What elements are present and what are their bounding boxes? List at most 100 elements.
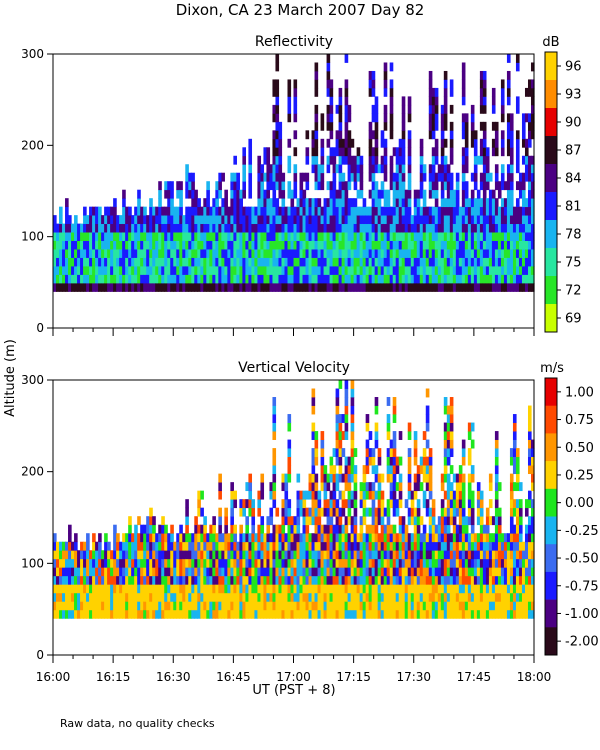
heatmap-cell <box>170 541 174 551</box>
heatmap-cell <box>374 198 379 208</box>
heatmap-cell <box>398 550 403 560</box>
heatmap-cell <box>305 130 310 140</box>
heatmap-cell <box>437 558 442 568</box>
heatmap-cell <box>254 282 259 292</box>
heatmap-cell <box>431 121 436 131</box>
heatmap-cell <box>167 181 171 191</box>
heatmap-cell <box>323 465 328 475</box>
heatmap-cell <box>128 524 132 534</box>
heatmap-cell <box>521 567 526 577</box>
heatmap-cell <box>476 249 481 258</box>
heatmap-cell <box>398 181 403 191</box>
heatmap-cell <box>89 206 93 216</box>
heatmap-cell <box>137 198 141 208</box>
heatmap-cell <box>203 249 207 258</box>
heatmap-cell <box>146 266 150 275</box>
heatmap-cell <box>239 601 243 611</box>
heatmap-cell <box>530 232 535 241</box>
heatmap-cell <box>518 189 523 199</box>
heatmap-cell <box>191 609 195 619</box>
heatmap-cell <box>176 189 180 199</box>
heatmap-cell <box>332 575 337 585</box>
heatmap-cell <box>416 482 421 492</box>
heatmap-cell <box>89 249 93 258</box>
y-tick-label: 100 <box>21 230 44 244</box>
heatmap-cell <box>521 172 526 182</box>
heatmap-cell <box>461 601 466 611</box>
heatmap-cell <box>209 274 213 284</box>
heatmap-cell <box>215 266 219 275</box>
heatmap-cell <box>446 524 451 534</box>
heatmap-cell <box>176 232 180 241</box>
heatmap-cell <box>434 558 439 568</box>
heatmap-cell <box>467 473 472 483</box>
heatmap-cell <box>416 533 421 543</box>
heatmap-cell <box>443 257 448 267</box>
heatmap-cell <box>446 601 451 611</box>
heatmap-cell <box>488 249 493 258</box>
heatmap-cell <box>128 584 132 594</box>
heatmap-cell <box>242 533 246 543</box>
heatmap-cell <box>236 274 240 284</box>
heatmap-cell <box>392 172 397 182</box>
heatmap-cell <box>281 181 286 191</box>
heatmap-cell <box>194 198 198 208</box>
heatmap-cell <box>320 592 325 602</box>
heatmap-cell <box>203 240 207 250</box>
heatmap-cell <box>62 567 66 577</box>
heatmap-cell <box>209 266 213 275</box>
heatmap-cell <box>287 206 292 216</box>
heatmap-cell <box>212 274 216 284</box>
heatmap-cell <box>395 257 400 267</box>
heatmap-cell <box>410 541 415 551</box>
heatmap-cell <box>311 223 316 233</box>
heatmap-cell <box>107 592 111 602</box>
heatmap-cell <box>203 533 207 543</box>
heatmap-cell <box>242 223 246 233</box>
heatmap-cell <box>428 79 433 89</box>
heatmap-cell <box>446 223 451 233</box>
heatmap-cell <box>380 516 385 526</box>
heatmap-cell <box>125 592 129 602</box>
heatmap-cell <box>149 601 153 611</box>
heatmap-cell <box>506 130 511 140</box>
heatmap-cell <box>503 266 508 275</box>
heatmap-cell <box>335 215 340 225</box>
heatmap-cell <box>341 567 346 577</box>
heatmap-cell <box>230 567 234 577</box>
heatmap-cell <box>251 516 256 526</box>
heatmap-cell <box>521 550 526 560</box>
heatmap-cell <box>350 257 355 267</box>
heatmap-cell <box>461 113 466 123</box>
heatmap-cell <box>215 181 219 191</box>
heatmap-cell <box>515 155 520 165</box>
heatmap-cell <box>407 223 412 233</box>
heatmap-cell <box>146 541 150 551</box>
heatmap-cell <box>296 240 301 250</box>
heatmap-cell <box>515 456 520 466</box>
heatmap-cell <box>479 507 484 517</box>
heatmap-cell <box>326 266 331 275</box>
heatmap-cell <box>479 155 484 165</box>
heatmap-cell <box>62 558 66 568</box>
heatmap-cell <box>449 439 454 449</box>
heatmap-cell <box>254 266 259 275</box>
heatmap-cell <box>146 516 150 526</box>
heatmap-cell <box>98 601 102 611</box>
heatmap-cell <box>380 249 385 258</box>
heatmap-cell <box>62 257 66 267</box>
heatmap-cell <box>134 240 138 250</box>
heatmap-cell <box>434 240 439 250</box>
heatmap-cell <box>134 567 138 577</box>
heatmap-cell <box>395 198 400 208</box>
heatmap-cell <box>494 592 499 602</box>
heatmap-cell <box>320 601 325 611</box>
heatmap-cell <box>272 422 277 432</box>
heatmap-cell <box>122 249 126 258</box>
heatmap-cell <box>416 223 421 233</box>
heatmap-cell <box>443 431 448 440</box>
heatmap-cell <box>365 215 370 225</box>
heatmap-cell <box>209 215 213 225</box>
heatmap-cell <box>152 558 156 568</box>
heatmap-cell <box>383 274 388 284</box>
